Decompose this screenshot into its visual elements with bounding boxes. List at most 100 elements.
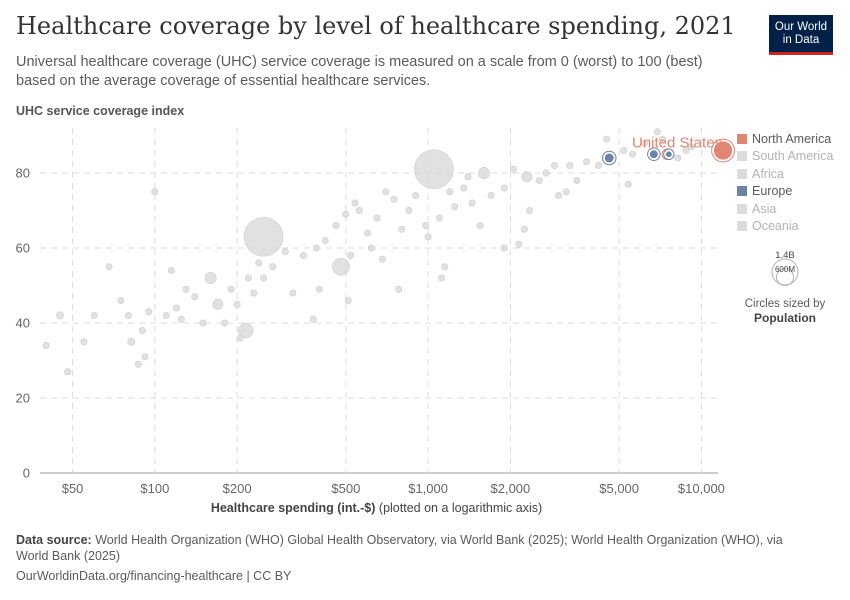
annotation-label: United States (632, 135, 722, 152)
legend-item[interactable]: Europe (737, 183, 833, 201)
source-text: World Health Organization (WHO) Global H… (16, 533, 783, 563)
data-point-inactive (464, 173, 472, 181)
legend-item[interactable]: Oceania (737, 218, 833, 236)
x-tick-label: $10,000 (678, 481, 725, 496)
data-point-inactive (269, 263, 277, 271)
data-point-inactive (500, 244, 508, 252)
x-tick-label: $500 (331, 481, 360, 496)
data-point-inactive (688, 143, 696, 151)
size-legend-small-circle (776, 268, 794, 286)
logo-line-2: in Data (782, 33, 820, 46)
data-point-inactive (177, 315, 185, 323)
legend-label: Asia (752, 201, 777, 216)
legend-label: North America (752, 131, 832, 146)
data-point-inactive (236, 334, 244, 342)
data-point-inactive (342, 210, 350, 218)
x-tick-label: $50 (62, 481, 84, 496)
data-point-inactive (363, 229, 371, 237)
data-point-inactive (476, 222, 484, 230)
data-point-inactive (367, 244, 375, 252)
size-legend-circles: 1.4B 600M (771, 250, 799, 286)
x-tick-label: $1,000 (408, 481, 448, 496)
data-point-inactive (64, 368, 72, 376)
data-point-inactive (451, 203, 459, 211)
data-point-inactive (441, 263, 449, 271)
data-point-inactive (658, 135, 666, 143)
legend-swatch (737, 133, 747, 144)
data-point-inactive (315, 285, 323, 293)
data-point-inactive (583, 158, 591, 166)
size-legend-caption-line1: Circles sized by (744, 298, 826, 310)
data-point-inactive (138, 326, 146, 334)
owid-logo[interactable]: Our World in Data (769, 15, 833, 55)
source-label: Data source: (16, 533, 92, 547)
legend-item[interactable]: Africa (737, 165, 833, 183)
data-point-inactive (250, 289, 258, 297)
data-point-highlighted (649, 149, 659, 159)
y-tick-label: 0 (23, 466, 30, 481)
data-point-inactive (435, 214, 443, 222)
data-point-inactive (332, 222, 340, 230)
data-point-inactive (56, 311, 65, 320)
data-point-inactive (260, 274, 268, 282)
x-tick-label: $100 (140, 481, 169, 496)
data-point-inactive (487, 192, 495, 200)
data-point-inactive (221, 319, 229, 327)
x-axis-title: Healthcare spending (int.-$) (210, 501, 376, 515)
data-point-inactive (182, 285, 190, 293)
data-point-inactive (562, 188, 570, 196)
footer-link[interactable]: OurWorldinData.org/financing-healthcare … (16, 569, 292, 583)
data-point-inactive (542, 169, 550, 177)
chart-subtitle: Universal healthcare coverage (UHC) serv… (16, 54, 703, 89)
size-legend: 1.4B 600M Circles sized by Population (730, 250, 840, 325)
x-tick-label: $2,000 (491, 481, 531, 496)
data-point-inactive (105, 263, 113, 271)
data-point-inactive (124, 311, 132, 319)
data-point-inactive (477, 167, 490, 179)
data-point-highlighted (713, 140, 733, 161)
data-point-inactive (395, 285, 403, 293)
legend-swatch (737, 168, 747, 179)
data-point-inactive (674, 154, 682, 162)
legend-label: South America (752, 149, 834, 164)
legend-label: Oceania (752, 219, 799, 234)
y-axis-label: UHC service coverage index (16, 104, 185, 118)
data-point-inactive (312, 244, 320, 252)
logo-line-1: Our World (774, 20, 828, 33)
size-legend-big-label: 1.4B (775, 250, 795, 261)
y-tick-label: 40 (16, 316, 30, 331)
legend-swatch (737, 203, 747, 214)
data-point-inactive (141, 353, 149, 361)
data-point-inactive (460, 184, 468, 192)
legend-item[interactable]: South America (737, 148, 833, 166)
size-legend-caption-line2: Population (754, 311, 816, 325)
data-point-inactive (134, 360, 142, 368)
data-point-inactive (191, 293, 199, 301)
data-point-inactive (620, 147, 628, 155)
data-point-inactive (521, 171, 533, 183)
data-point-inactive (446, 188, 454, 196)
data-point-inactive (378, 255, 386, 263)
data-point-inactive (42, 341, 50, 349)
x-tick-label: $5,000 (599, 481, 639, 496)
data-point-inactive (244, 274, 252, 282)
data-point-inactive (573, 177, 581, 185)
x-axis-label: Healthcare spending (int.-$) (plotted on… (0, 501, 753, 515)
data-point-inactive (603, 135, 611, 143)
legend-item[interactable]: Asia (737, 200, 833, 218)
data-point-inactive (550, 162, 558, 170)
data-point-inactive (398, 225, 406, 233)
size-legend-small-label: 600M (775, 265, 795, 274)
data-point-inactive (344, 296, 352, 304)
data-point-inactive (412, 192, 420, 200)
data-point-inactive (167, 266, 175, 274)
data-point-inactive (500, 184, 508, 192)
data-point-inactive (405, 207, 413, 215)
legend-item[interactable]: North America (737, 130, 833, 148)
data-point-inactive (438, 274, 446, 282)
legend-swatch (737, 151, 747, 162)
data-point-inactive (233, 300, 241, 308)
x-tick-label: $200 (223, 481, 252, 496)
legend-label: Africa (752, 166, 784, 181)
